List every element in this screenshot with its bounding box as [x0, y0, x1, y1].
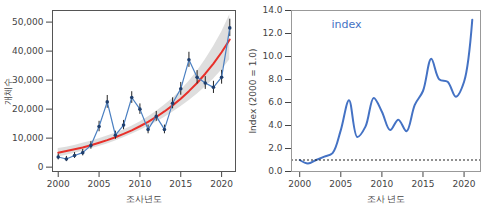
svg-text:0: 0 — [38, 162, 44, 172]
svg-text:2010: 2010 — [370, 179, 393, 189]
svg-text:50,000: 50,000 — [12, 17, 44, 27]
svg-text:12.0: 12.0 — [262, 28, 282, 38]
svg-text:20,000: 20,000 — [12, 104, 44, 114]
svg-text:Index (2000 = 1.0): Index (2000 = 1.0) — [248, 48, 258, 133]
svg-text:2020: 2020 — [210, 179, 233, 189]
svg-text:조사 년도: 조사 년도 — [367, 194, 406, 204]
svg-text:2015: 2015 — [412, 179, 435, 189]
svg-text:2020: 2020 — [453, 179, 476, 189]
svg-text:2005: 2005 — [329, 179, 352, 189]
svg-text:2010: 2010 — [128, 179, 151, 189]
svg-text:8.0: 8.0 — [268, 74, 283, 84]
svg-text:10,000: 10,000 — [12, 133, 44, 143]
svg-text:조사년도: 조사년도 — [126, 194, 162, 204]
svg-text:14.0: 14.0 — [262, 5, 282, 15]
svg-text:2000: 2000 — [288, 179, 311, 189]
svg-text:2.0: 2.0 — [268, 143, 283, 153]
svg-text:6.0: 6.0 — [268, 97, 283, 107]
svg-text:4.0: 4.0 — [268, 120, 283, 130]
svg-text:개체수: 개체수 — [3, 78, 13, 105]
svg-text:30,000: 30,000 — [12, 75, 44, 85]
svg-text:index: index — [332, 18, 363, 31]
svg-text:10.0: 10.0 — [262, 51, 282, 61]
svg-text:2000: 2000 — [47, 179, 70, 189]
svg-text:40,000: 40,000 — [12, 46, 44, 56]
svg-text:0.0: 0.0 — [268, 166, 283, 176]
svg-text:2015: 2015 — [169, 179, 192, 189]
svg-text:2005: 2005 — [88, 179, 111, 189]
